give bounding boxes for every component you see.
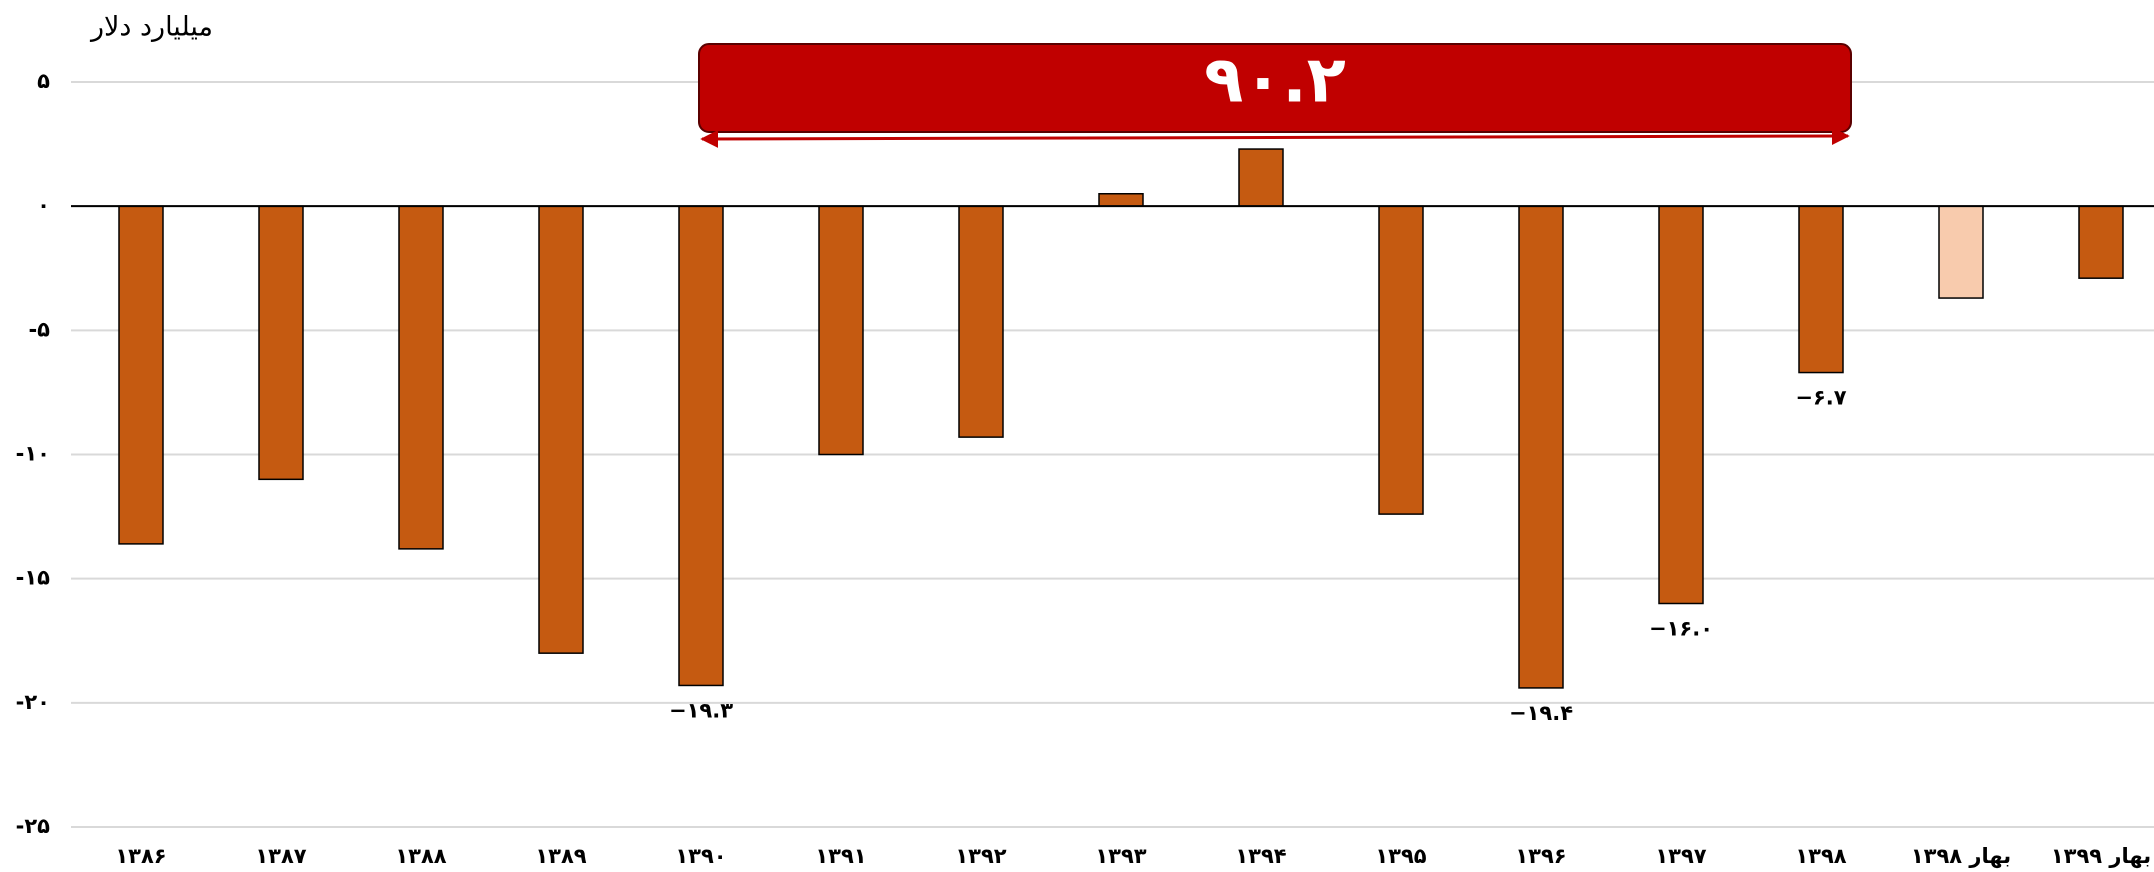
x-tick-label: ۱۳۹۱ (815, 844, 866, 868)
y-tick-label: -۲۰ (16, 690, 50, 714)
y-axis-label: میلیارد دلار (89, 12, 213, 43)
bar (1518, 205, 1564, 689)
x-tick-label: ۱۳۹۸ (1795, 844, 1846, 868)
x-tick-label: ۱۳۸۷ (255, 844, 306, 868)
value-label: −۱۹.۴ (1509, 701, 1573, 725)
annotation-text: ۹۰.۲ (1204, 44, 1346, 118)
x-tick-label: ۱۳۹۳ (1095, 844, 1146, 868)
bar (258, 205, 304, 481)
bar (1378, 205, 1424, 515)
value-label: −۶.۷ (1795, 386, 1846, 410)
bar (678, 205, 724, 687)
y-tick-label: ۵ (37, 69, 50, 93)
value-label: −۱۶.۰ (1649, 617, 1713, 641)
bar (1098, 193, 1144, 207)
bar (818, 205, 864, 456)
x-tick-label: ۱۳۸۹ (535, 844, 586, 868)
x-tick-label: ۱۳۹۷ (1655, 844, 1706, 868)
bar (958, 205, 1004, 438)
x-tick-label: ۱۳۹۶ (1515, 844, 1566, 868)
bar (398, 205, 444, 550)
x-tick-label: ۱۳۹۲ (955, 844, 1006, 868)
bar (2078, 205, 2124, 279)
bar (1798, 205, 1844, 374)
x-tick-label: بهار ۱۳۹۹ (2051, 844, 2151, 868)
bar (1238, 148, 1284, 207)
y-tick-label: -۲۵ (16, 814, 51, 838)
x-tick-label: بهار ۱۳۹۸ (1911, 844, 2011, 868)
annotation-arrow (700, 127, 1850, 148)
y-tick-label: -۱۵ (16, 566, 51, 590)
bar (118, 205, 164, 545)
bar (538, 205, 584, 654)
y-tick-label: -۱۰ (16, 442, 50, 466)
x-tick-label: ۱۳۹۰ (675, 844, 726, 868)
y-tick-label: -۵ (28, 317, 50, 341)
bar (1658, 205, 1704, 605)
x-tick-label: ۱۳۸۸ (395, 844, 446, 868)
bar (1938, 205, 1984, 299)
x-tick-label: ۱۳۹۵ (1375, 844, 1426, 868)
value-label: −۱۹.۳ (669, 698, 733, 722)
y-tick-label: ۰ (37, 193, 50, 217)
x-tick-label: ۱۳۸۶ (115, 844, 166, 868)
x-tick-label: ۱۳۹۴ (1235, 844, 1286, 868)
